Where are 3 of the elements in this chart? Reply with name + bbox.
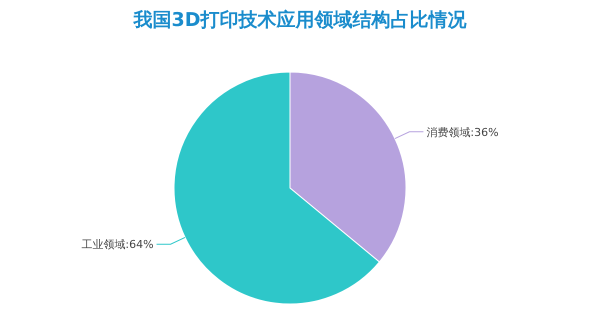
chart-title: 我国3D打印技术应用领域结构占比情况 [132, 9, 468, 31]
slice-label: 工业领域:64% [81, 238, 154, 252]
slice-label: 消费领域:36% [426, 126, 499, 139]
